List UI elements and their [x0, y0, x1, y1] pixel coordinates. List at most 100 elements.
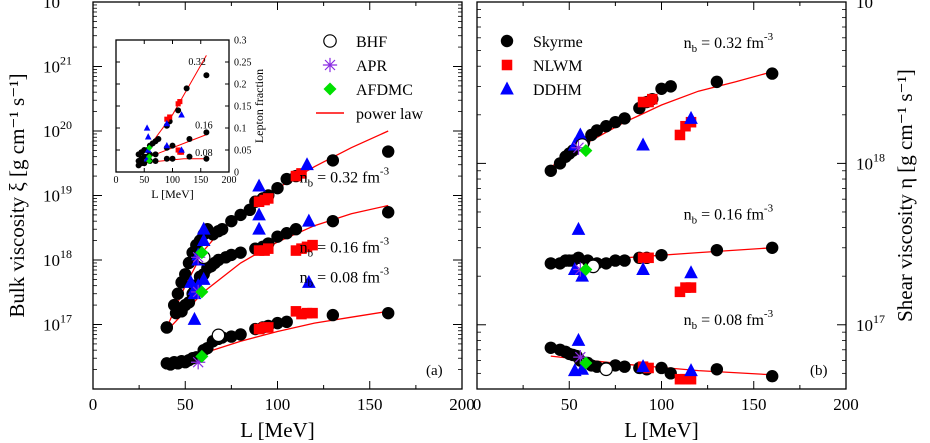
- data-point: [664, 80, 677, 93]
- y-tick-label: 1018: [856, 150, 885, 173]
- data-point: [301, 241, 313, 253]
- data-point: [146, 144, 153, 151]
- x-tick-label: 50: [139, 175, 149, 186]
- data-point: [766, 67, 779, 80]
- data-point: [195, 246, 209, 260]
- x-tick-label: 150: [193, 175, 208, 186]
- y-tick-label: 0: [234, 168, 239, 179]
- data-point: [573, 127, 588, 141]
- data-point: [664, 367, 677, 380]
- data-point: [382, 306, 395, 320]
- y-tick-label: 1020: [43, 118, 72, 141]
- y-tick-label: 0.1: [234, 124, 247, 135]
- data-point: [579, 263, 593, 277]
- data-point: [618, 360, 631, 373]
- data-point: [643, 252, 654, 264]
- data-point: [183, 85, 190, 92]
- data-point: [186, 136, 193, 142]
- data-point: [225, 330, 238, 343]
- data-point: [710, 75, 724, 89]
- data-point: [674, 373, 686, 385]
- data-point: [152, 151, 159, 158]
- y-tick-label: 0.2: [234, 80, 247, 91]
- data-point: [575, 268, 589, 282]
- x-tick-label: 150: [357, 395, 383, 414]
- y-tick-label: 0.15: [234, 102, 252, 113]
- data-point: [203, 72, 210, 79]
- data-point: [685, 282, 697, 293]
- y-tick-label: 1017: [856, 312, 885, 335]
- data-point: [253, 196, 265, 208]
- data-point: [680, 120, 691, 132]
- y-axis-label: Bulk viscosity ξ [g cm⁻¹ s⁻¹]: [5, 73, 29, 317]
- data-point: [307, 239, 318, 251]
- data-point: [296, 308, 307, 320]
- data-point: [636, 137, 650, 151]
- y-tick-label: 1019: [856, 0, 885, 12]
- data-point: [685, 373, 697, 385]
- data-point: [143, 124, 151, 131]
- data-point: [263, 243, 274, 254]
- data-point: [674, 129, 686, 141]
- x-axis-label: L [MeV]: [240, 418, 314, 442]
- legend-marker: [323, 82, 337, 96]
- data-point: [571, 332, 586, 346]
- data-point: [141, 160, 148, 167]
- data-point: [175, 107, 182, 114]
- y-axis-label: Lepton fraction: [252, 69, 266, 143]
- data-point: [160, 321, 173, 334]
- data-point: [215, 223, 229, 236]
- data-point: [263, 322, 274, 333]
- data-point: [146, 157, 153, 165]
- data-point: [636, 262, 650, 275]
- data-point: [280, 315, 293, 329]
- data-point: [684, 265, 698, 279]
- data-point: [326, 308, 340, 322]
- x-tick-label: 100: [265, 395, 291, 414]
- legend-label: AFDMC: [356, 82, 413, 99]
- data-point: [655, 361, 668, 375]
- legend-label: DDHM: [533, 82, 582, 99]
- series-nlwm: [253, 168, 318, 335]
- data-point: [618, 112, 631, 125]
- series-nlwm: [637, 93, 697, 385]
- x-tick-label: 200: [449, 395, 475, 414]
- data-point: [179, 268, 192, 281]
- data-point: [637, 96, 649, 108]
- data-point: [643, 362, 654, 374]
- data-point: [164, 116, 170, 122]
- data-point: [766, 370, 779, 383]
- x-axis-label: L [MeV]: [151, 187, 194, 201]
- data-point: [195, 285, 209, 299]
- data-point: [183, 274, 198, 288]
- data-point: [302, 274, 316, 288]
- x-axis-label: L [MeV]: [624, 418, 698, 442]
- data-point: [225, 214, 238, 228]
- data-point: [382, 145, 395, 158]
- data-point: [382, 206, 395, 219]
- density-annotation: nb = 0.16 fm-3: [684, 202, 774, 226]
- data-point: [710, 363, 724, 376]
- data-point: [178, 146, 185, 153]
- data-point: [289, 223, 303, 236]
- legend-label: APR: [356, 58, 387, 75]
- y-tick-label: 1018: [43, 247, 72, 270]
- data-point: [196, 221, 211, 235]
- legend-label: power law: [356, 106, 424, 123]
- x-tick-label: 200: [222, 175, 237, 186]
- data-point: [766, 241, 779, 254]
- data-point: [674, 286, 686, 298]
- data-point: [155, 136, 162, 142]
- data-point: [191, 355, 206, 370]
- data-point: [253, 245, 265, 256]
- data-point: [300, 157, 314, 171]
- legend-marker: [322, 57, 338, 73]
- legend-marker: [500, 34, 514, 48]
- y-axis-label: Shear viscosity η [g cm⁻¹ s⁻¹]: [893, 69, 917, 322]
- x-tick-label: 100: [649, 395, 675, 414]
- data-point: [301, 307, 313, 319]
- data-point: [290, 306, 302, 317]
- x-tick-label: 0: [89, 395, 98, 414]
- x-tick-label: 200: [833, 395, 859, 414]
- data-point: [684, 110, 698, 124]
